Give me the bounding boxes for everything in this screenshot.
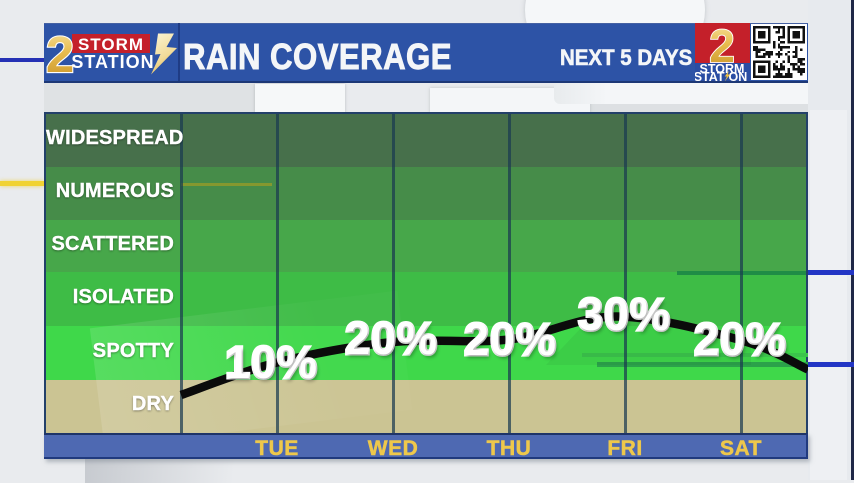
svg-text:STAT: STAT (695, 70, 725, 81)
svg-text:2: 2 (46, 26, 74, 81)
svg-text:2: 2 (709, 23, 735, 72)
svg-text:STORM: STORM (78, 35, 144, 54)
svg-text:STORM: STORM (700, 62, 745, 76)
svg-text:ON: ON (729, 70, 748, 81)
svg-text:STATION: STATION (71, 52, 154, 72)
